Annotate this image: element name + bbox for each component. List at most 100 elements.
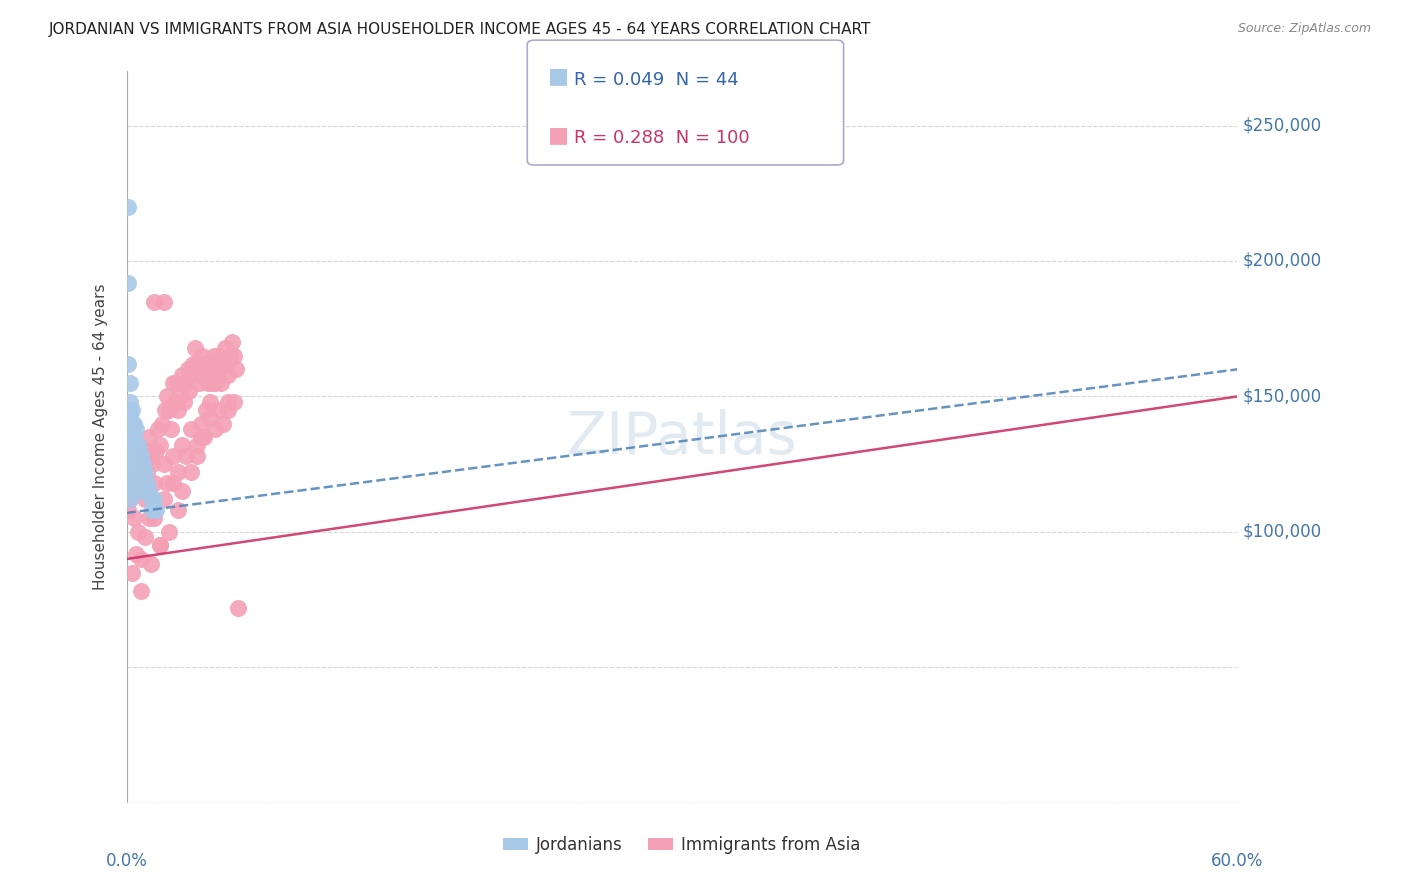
Point [131,584,153,599]
Point [176,362,198,376]
Point [152,492,174,507]
Point [217,395,239,409]
Point [152,294,174,309]
Point [128,465,150,479]
Point [121,484,143,499]
Point [186,449,208,463]
Point [186,357,208,371]
Point [149,438,172,452]
Point [197,376,219,390]
Point [120,462,142,476]
Point [180,422,202,436]
Point [211,417,233,431]
Point [138,484,160,499]
Point [204,376,226,390]
Point [143,294,166,309]
Point [207,368,229,382]
Point [214,341,236,355]
Point [135,465,157,479]
Point [117,503,139,517]
Point [125,476,148,491]
Point [156,476,179,491]
Point [120,476,142,491]
Point [127,457,149,471]
Point [127,524,149,539]
Text: $250,000: $250,000 [1243,117,1322,135]
Point [134,465,156,479]
Point [201,376,224,390]
Point [180,368,202,382]
Point [143,511,166,525]
Point [162,476,184,491]
Point [125,471,148,485]
Point [117,276,139,290]
Point [120,422,142,436]
Point [121,566,143,580]
Point [122,511,145,525]
Point [160,422,183,436]
Point [208,349,231,363]
Point [125,422,148,436]
Point [127,438,149,452]
Point [120,449,142,463]
Point [190,368,212,382]
Point [145,503,167,517]
Point [156,389,179,403]
Point [169,389,191,403]
Point [217,403,239,417]
Point [134,530,156,544]
Point [120,395,142,409]
Point [219,349,242,363]
Point [121,476,143,491]
Point [117,403,139,417]
Text: 60.0%: 60.0% [1211,852,1264,870]
Point [122,417,145,431]
Point [117,357,139,371]
Point [221,335,243,350]
Point [163,395,186,409]
Point [215,357,238,371]
Text: R = 0.288  N = 100: R = 0.288 N = 100 [574,128,749,146]
Point [138,511,160,525]
Point [173,395,195,409]
Point [128,484,150,499]
Text: $200,000: $200,000 [1243,252,1322,270]
Text: JORDANIAN VS IMMIGRANTS FROM ASIA HOUSEHOLDER INCOME AGES 45 - 64 YEARS CORRELAT: JORDANIAN VS IMMIGRANTS FROM ASIA HOUSEH… [49,22,872,37]
Point [120,409,142,423]
Point [127,476,149,491]
Point [198,411,221,425]
Point [162,376,184,390]
Point [125,547,148,561]
Point [149,538,172,552]
Point [139,558,162,572]
Point [193,430,215,444]
Point [134,492,156,507]
Point [187,376,209,390]
Point [211,357,233,371]
Point [122,449,145,463]
Point [198,395,221,409]
Point [155,403,177,417]
Point [132,476,155,491]
Point [217,368,239,382]
Point [149,538,172,552]
Point [141,457,163,471]
Y-axis label: Householder Income Ages 45 - 64 years: Householder Income Ages 45 - 64 years [93,284,108,591]
Point [190,430,212,444]
Point [179,384,201,398]
Point [157,403,180,417]
Point [191,349,214,363]
Point [143,476,166,491]
Point [195,368,218,382]
Point [209,376,232,390]
Point [122,471,145,485]
Point [222,349,245,363]
Point [132,457,155,471]
Point [145,443,167,458]
Point [172,438,194,452]
Text: ZIPatlas: ZIPatlas [567,409,797,466]
Point [128,443,150,458]
Point [204,422,226,436]
Point [195,403,218,417]
Point [146,422,169,436]
